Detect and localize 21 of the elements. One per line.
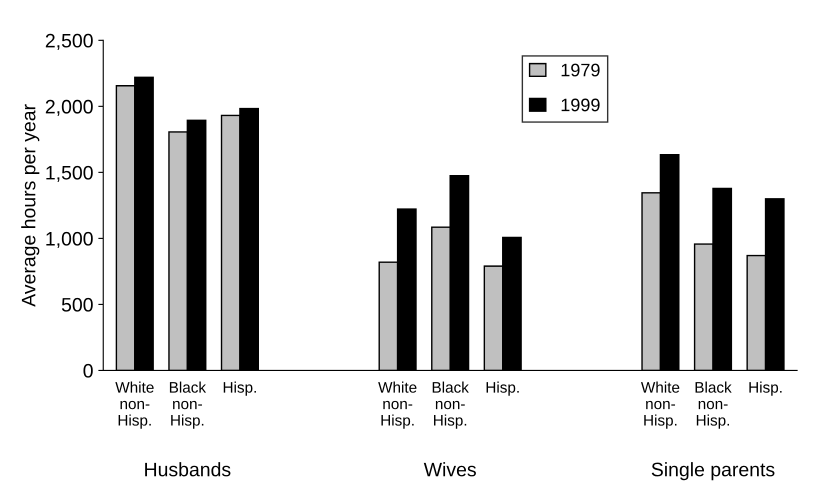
x-tick-label: White non- Hisp. xyxy=(640,382,680,429)
legend-label: 1999 xyxy=(562,98,600,112)
x-tick-label: Hisp. xyxy=(224,382,256,396)
x-tick-label: White non- Hisp. xyxy=(115,382,154,429)
x-tick-label: Black non- Hisp. xyxy=(696,382,732,429)
text: Husbands xyxy=(145,462,230,476)
legend-label: 1979 xyxy=(562,64,600,76)
x-tick-label: Hisp. xyxy=(486,382,519,396)
text: Wives xyxy=(424,462,476,476)
x-tick-label: Black non- Hisp. xyxy=(432,382,469,429)
y-axis-title: Average hours per year xyxy=(21,104,40,307)
text: Single parents xyxy=(652,462,774,480)
y-tick-label: 2,500 xyxy=(46,34,93,50)
x-tick-label: Hisp. xyxy=(749,382,782,396)
y-tick-label: 2,000 xyxy=(46,100,93,116)
y-tick-label: 1,000 xyxy=(46,232,93,248)
y-tick-label: 500 xyxy=(62,298,93,312)
y-tick-label: 1,500 xyxy=(46,166,93,182)
y-tick-label: 0 xyxy=(83,364,93,378)
x-tick-label: White non- Hisp. xyxy=(378,382,416,429)
x-tick-label: Black non- Hisp. xyxy=(170,382,206,429)
